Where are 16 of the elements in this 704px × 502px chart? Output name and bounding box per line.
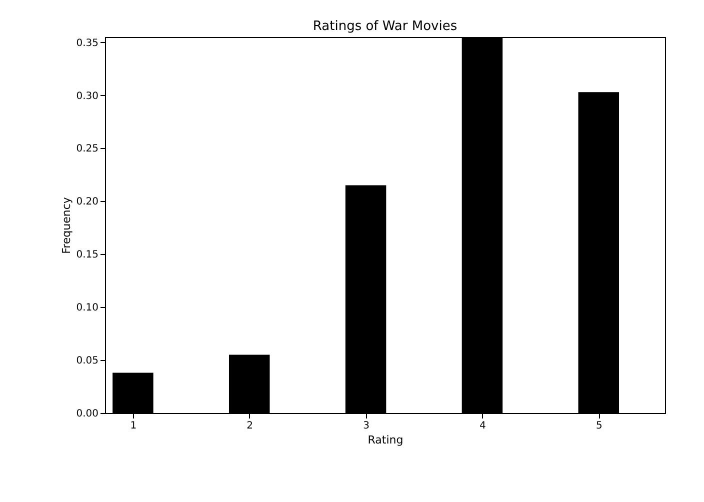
y-tick-label: 0.25 <box>76 144 98 155</box>
x-tick-label: 3 <box>363 420 370 432</box>
x-tick-label: 4 <box>480 420 486 432</box>
y-tick-label: 0.05 <box>76 356 98 367</box>
y-tick-label: 0.35 <box>76 38 98 49</box>
x-tick-label: 2 <box>246 420 254 432</box>
x-tick-label: 5 <box>596 420 602 432</box>
y-tick-label: 0.20 <box>76 196 98 208</box>
y-axis-title: Frequency <box>60 196 74 254</box>
y-tick-label: 0.00 <box>76 408 98 420</box>
y-tick-label: 0.10 <box>76 302 98 314</box>
y-tick-label: 0.15 <box>76 250 98 261</box>
y-tick-label: 0.30 <box>76 90 98 102</box>
x-tick-label: 1 <box>130 420 137 432</box>
chart-title: Ratings of War Movies <box>312 19 458 34</box>
x-axis-title: Rating <box>368 434 404 446</box>
